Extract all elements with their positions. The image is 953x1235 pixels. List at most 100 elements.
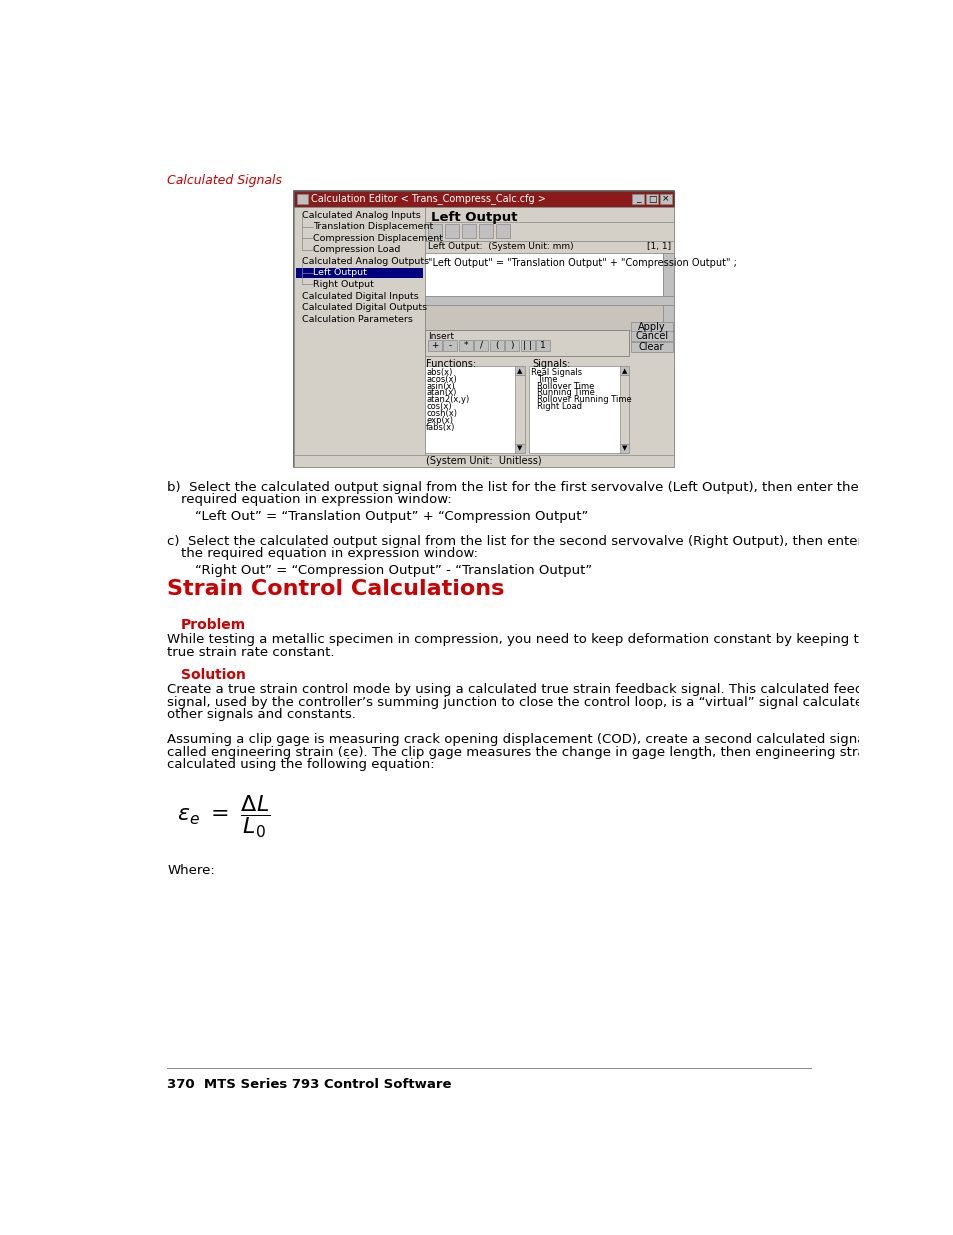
FancyBboxPatch shape xyxy=(427,340,441,351)
Text: Cancel: Cancel xyxy=(635,331,667,341)
FancyBboxPatch shape xyxy=(424,253,662,296)
FancyBboxPatch shape xyxy=(424,206,674,467)
FancyBboxPatch shape xyxy=(662,253,674,296)
Text: Calculated Signals: Calculated Signals xyxy=(167,174,282,188)
FancyBboxPatch shape xyxy=(424,222,674,241)
Text: signal, used by the controller’s summing junction to close the control loop, is : signal, used by the controller’s summing… xyxy=(167,695,906,709)
FancyBboxPatch shape xyxy=(536,340,550,351)
FancyBboxPatch shape xyxy=(619,366,629,375)
Text: the required equation in expression window:: the required equation in expression wind… xyxy=(181,547,477,559)
Text: Clear: Clear xyxy=(639,342,663,352)
Text: While testing a metallic specimen in compression, you need to keep deformation c: While testing a metallic specimen in com… xyxy=(167,634,875,646)
FancyBboxPatch shape xyxy=(458,340,472,351)
FancyBboxPatch shape xyxy=(529,366,620,453)
FancyBboxPatch shape xyxy=(630,322,672,332)
Text: ×: × xyxy=(661,195,669,204)
FancyBboxPatch shape xyxy=(294,191,674,467)
FancyBboxPatch shape xyxy=(632,194,643,205)
Text: acos(x): acos(x) xyxy=(426,374,456,384)
FancyBboxPatch shape xyxy=(505,340,518,351)
Text: Left Output: Left Output xyxy=(431,211,517,224)
FancyBboxPatch shape xyxy=(427,225,441,238)
Text: (System Unit:  Unitless): (System Unit: Unitless) xyxy=(426,456,541,466)
Text: Calculation Parameters: Calculation Parameters xyxy=(302,315,413,324)
Text: asin(x): asin(x) xyxy=(426,382,455,390)
Text: Functions:: Functions: xyxy=(426,359,476,369)
Text: “Right Out” = “Compression Output” - “Translation Output”: “Right Out” = “Compression Output” - “Tr… xyxy=(195,564,592,577)
Text: cos(x): cos(x) xyxy=(426,403,452,411)
FancyBboxPatch shape xyxy=(424,305,662,330)
Text: Time: Time xyxy=(537,374,557,384)
FancyBboxPatch shape xyxy=(515,375,524,443)
Text: +: + xyxy=(431,341,438,350)
FancyBboxPatch shape xyxy=(424,296,674,305)
Text: Compression Displacement: Compression Displacement xyxy=(313,233,442,243)
FancyBboxPatch shape xyxy=(619,443,629,453)
Text: Compression Load: Compression Load xyxy=(313,246,400,254)
Text: $\varepsilon_e \ = \ \dfrac{\Delta L}{L_0}$: $\varepsilon_e \ = \ \dfrac{\Delta L}{L_… xyxy=(176,793,270,840)
Text: Right Output: Right Output xyxy=(313,280,374,289)
Text: other signals and constants.: other signals and constants. xyxy=(167,708,355,721)
Text: Where:: Where: xyxy=(167,864,214,877)
FancyBboxPatch shape xyxy=(645,194,658,205)
Text: Real Signals: Real Signals xyxy=(530,368,581,377)
Text: Signals:: Signals: xyxy=(532,359,570,369)
FancyBboxPatch shape xyxy=(295,268,422,278)
Text: Rollover Running Time: Rollover Running Time xyxy=(537,395,631,404)
Text: Apply: Apply xyxy=(638,322,665,332)
FancyBboxPatch shape xyxy=(294,191,674,206)
FancyBboxPatch shape xyxy=(424,366,517,453)
Text: Insert: Insert xyxy=(428,332,454,341)
Text: called engineering strain (εe). The clip gage measures the change in gage length: called engineering strain (εe). The clip… xyxy=(167,746,892,758)
Text: Create a true strain control mode by using a calculated true strain feedback sig: Create a true strain control mode by usi… xyxy=(167,683,895,697)
Text: Problem: Problem xyxy=(181,618,246,632)
Text: □: □ xyxy=(647,195,656,204)
Text: Running Time: Running Time xyxy=(537,389,595,398)
Text: (: ( xyxy=(495,341,497,350)
Text: fabs(x): fabs(x) xyxy=(426,424,455,432)
FancyBboxPatch shape xyxy=(659,194,671,205)
FancyBboxPatch shape xyxy=(478,225,493,238)
FancyBboxPatch shape xyxy=(630,342,672,352)
Text: Rollover Time: Rollover Time xyxy=(537,382,594,390)
Text: Translation Displacement: Translation Displacement xyxy=(313,222,433,231)
Text: Left Output:  (System Unit: mm): Left Output: (System Unit: mm) xyxy=(427,242,573,251)
Text: Solution: Solution xyxy=(181,668,246,682)
Text: "Left Output" = "Translation Output" + "Compression Output" ;: "Left Output" = "Translation Output" + "… xyxy=(427,258,736,268)
Text: Calculation Editor < Trans_Compress_Calc.cfg >: Calculation Editor < Trans_Compress_Calc… xyxy=(311,194,546,205)
FancyBboxPatch shape xyxy=(520,340,534,351)
Text: b)  Select the calculated output signal from the list for the first servovalve (: b) Select the calculated output signal f… xyxy=(167,480,858,494)
FancyBboxPatch shape xyxy=(474,340,488,351)
FancyBboxPatch shape xyxy=(489,340,503,351)
FancyBboxPatch shape xyxy=(630,331,672,341)
Text: 370  MTS Series 793 Control Software: 370 MTS Series 793 Control Software xyxy=(167,1078,452,1091)
FancyBboxPatch shape xyxy=(443,340,456,351)
Text: true strain rate constant.: true strain rate constant. xyxy=(167,646,335,658)
Text: Calculated Digital Inputs: Calculated Digital Inputs xyxy=(302,291,418,300)
FancyBboxPatch shape xyxy=(424,241,674,253)
FancyBboxPatch shape xyxy=(461,225,476,238)
Text: ▼: ▼ xyxy=(517,446,522,452)
Text: Calculated Analog Outputs: Calculated Analog Outputs xyxy=(302,257,429,266)
FancyBboxPatch shape xyxy=(496,225,509,238)
Text: _: _ xyxy=(636,195,639,204)
Text: Strain Control Calculations: Strain Control Calculations xyxy=(167,579,504,599)
Text: Calculated Analog Inputs: Calculated Analog Inputs xyxy=(302,211,420,220)
FancyBboxPatch shape xyxy=(515,443,524,453)
Text: *: * xyxy=(463,341,467,350)
Text: abs(x): abs(x) xyxy=(426,368,452,377)
FancyBboxPatch shape xyxy=(515,366,524,375)
Text: “Left Out” = “Translation Output” + “Compression Output”: “Left Out” = “Translation Output” + “Com… xyxy=(195,510,588,524)
Text: Assuming a clip gage is measuring crack opening displacement (COD), create a sec: Assuming a clip gage is measuring crack … xyxy=(167,734,868,746)
Text: cosh(x): cosh(x) xyxy=(426,409,456,419)
Text: ▲: ▲ xyxy=(517,368,522,374)
Text: -: - xyxy=(448,341,452,350)
Text: Right Load: Right Load xyxy=(537,403,581,411)
Text: exp(x): exp(x) xyxy=(426,416,453,425)
Text: required equation in expression window:: required equation in expression window: xyxy=(181,493,452,506)
Text: Calculated Digital Outputs: Calculated Digital Outputs xyxy=(302,303,427,312)
FancyBboxPatch shape xyxy=(294,206,424,467)
FancyBboxPatch shape xyxy=(444,225,458,238)
Text: Left Output: Left Output xyxy=(313,268,367,278)
Text: atan(x): atan(x) xyxy=(426,389,456,398)
